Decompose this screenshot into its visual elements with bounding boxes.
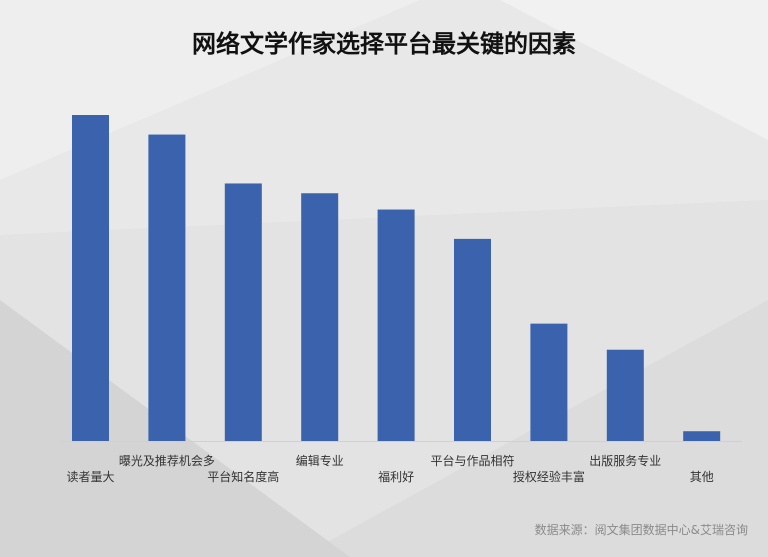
category-label-1: 读者量大 xyxy=(66,470,114,484)
category-label-7: 授权经验丰富 xyxy=(513,469,585,484)
category-label-9: 其他 xyxy=(690,470,714,484)
bar-1 xyxy=(72,115,109,441)
bar-6 xyxy=(454,238,491,441)
category-label-6: 平台与作品相符 xyxy=(430,453,514,468)
bars xyxy=(72,115,721,441)
bar-9 xyxy=(683,431,721,441)
bar-4 xyxy=(301,193,339,441)
bar-5 xyxy=(377,209,415,441)
chart-title: 网络文学作家选择平台最关键的因素 xyxy=(192,29,576,58)
bar-7 xyxy=(530,323,568,441)
category-label-5: 福利好 xyxy=(378,469,414,484)
category-label-2: 曝光及推荐机会多 xyxy=(119,454,215,468)
bar-2 xyxy=(148,134,186,441)
category-label-3: 平台知名度高 xyxy=(207,469,279,484)
source-note: 数据来源：阅文集团数据中心&艾瑞咨询 xyxy=(534,523,748,537)
category-label-8: 出版服务专业 xyxy=(589,453,661,468)
bar-8 xyxy=(606,349,644,441)
category-label-4: 编辑专业 xyxy=(296,453,344,468)
bar-3 xyxy=(224,183,262,441)
